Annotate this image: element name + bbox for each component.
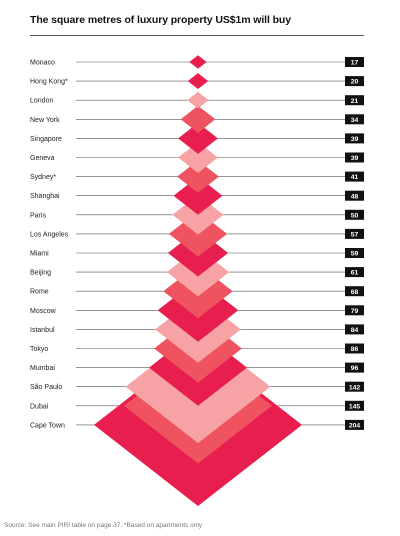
- value-badge-9: [345, 228, 364, 239]
- category-label-6: Sydney*: [30, 174, 56, 181]
- value-label-19: 204: [349, 423, 361, 430]
- value-badge-17: [345, 381, 364, 392]
- category-label-12: Rome: [30, 289, 49, 296]
- diamond-5: [178, 141, 218, 174]
- category-label-17: São Paulo: [30, 384, 62, 391]
- value-label-18: 145: [349, 403, 361, 410]
- value-label-3: 34: [351, 117, 359, 124]
- value-label-4: 39: [351, 136, 359, 143]
- value-badge-8: [345, 209, 364, 220]
- category-label-0: Monaco: [30, 60, 55, 67]
- value-label-9: 57: [351, 232, 359, 239]
- diamond-8: [172, 194, 224, 235]
- category-label-19: Cape Town: [30, 422, 65, 429]
- value-badge-13: [345, 305, 364, 316]
- value-badge-11: [345, 267, 364, 278]
- value-badge-16: [345, 362, 364, 373]
- value-badge-18: [345, 400, 364, 411]
- value-label-1: 20: [351, 79, 359, 86]
- category-label-5: Geneva: [30, 155, 55, 162]
- category-label-7: Shanghai: [30, 193, 60, 200]
- value-badge-6: [345, 171, 364, 182]
- value-badge-14: [345, 324, 364, 335]
- category-label-8: Paris: [30, 212, 46, 219]
- category-label-11: Beijing: [30, 270, 51, 277]
- category-label-13: Moscow: [30, 308, 57, 315]
- value-label-11: 61: [351, 270, 359, 277]
- value-label-17: 142: [349, 384, 361, 391]
- value-badge-1: [345, 76, 364, 87]
- diamond-2: [187, 91, 209, 109]
- category-label-10: Miami: [30, 251, 49, 258]
- value-badge-15: [345, 343, 364, 354]
- category-label-2: London: [30, 98, 53, 105]
- diamond-1: [187, 73, 209, 90]
- value-badge-3: [345, 114, 364, 125]
- diamond-3: [180, 105, 216, 133]
- value-label-15: 86: [351, 346, 359, 353]
- value-badge-10: [345, 248, 364, 258]
- value-label-6: 41: [351, 174, 359, 181]
- diamond-4: [178, 122, 218, 154]
- value-badge-2: [345, 95, 364, 106]
- value-label-2: 21: [351, 98, 359, 105]
- value-badge-4: [345, 133, 364, 144]
- category-label-15: Tokyo: [30, 346, 48, 353]
- category-label-3: New York: [30, 117, 60, 124]
- value-label-0: 17: [351, 60, 359, 67]
- value-label-7: 48: [351, 193, 359, 200]
- category-label-18: Dubai: [30, 403, 49, 410]
- value-badge-12: [345, 286, 364, 297]
- diamond-7: [173, 176, 223, 215]
- value-label-14: 84: [351, 327, 359, 334]
- value-label-5: 39: [351, 155, 359, 162]
- value-label-12: 68: [351, 289, 359, 296]
- value-badge-19: [345, 419, 364, 430]
- value-label-16: 96: [351, 365, 359, 372]
- labels: Monaco 17 Hong Kong* 20 London 21 New York 34 Si…: [30, 57, 364, 430]
- value-label-8: 50: [351, 212, 359, 219]
- diamond-6: [177, 160, 219, 193]
- value-label-10: 59: [351, 251, 359, 258]
- category-label-4: Singapore: [30, 136, 62, 143]
- title-rule: [30, 35, 364, 36]
- value-badge-5: [345, 152, 364, 163]
- source-note: Source: See main PIRI table on page 37. …: [4, 522, 203, 529]
- diamonds: [94, 55, 302, 507]
- category-label-14: Istanbul: [30, 327, 55, 334]
- value-badge-0: [345, 57, 364, 67]
- value-badge-7: [345, 190, 364, 201]
- category-label-1: Hong Kong*: [30, 79, 68, 86]
- diamond-0: [189, 55, 207, 69]
- category-label-9: Los Angeles: [30, 231, 69, 238]
- chart-title: The square metres of luxury property US$…: [30, 14, 291, 26]
- category-label-16: Mumbai: [30, 365, 55, 372]
- value-label-13: 79: [351, 308, 359, 315]
